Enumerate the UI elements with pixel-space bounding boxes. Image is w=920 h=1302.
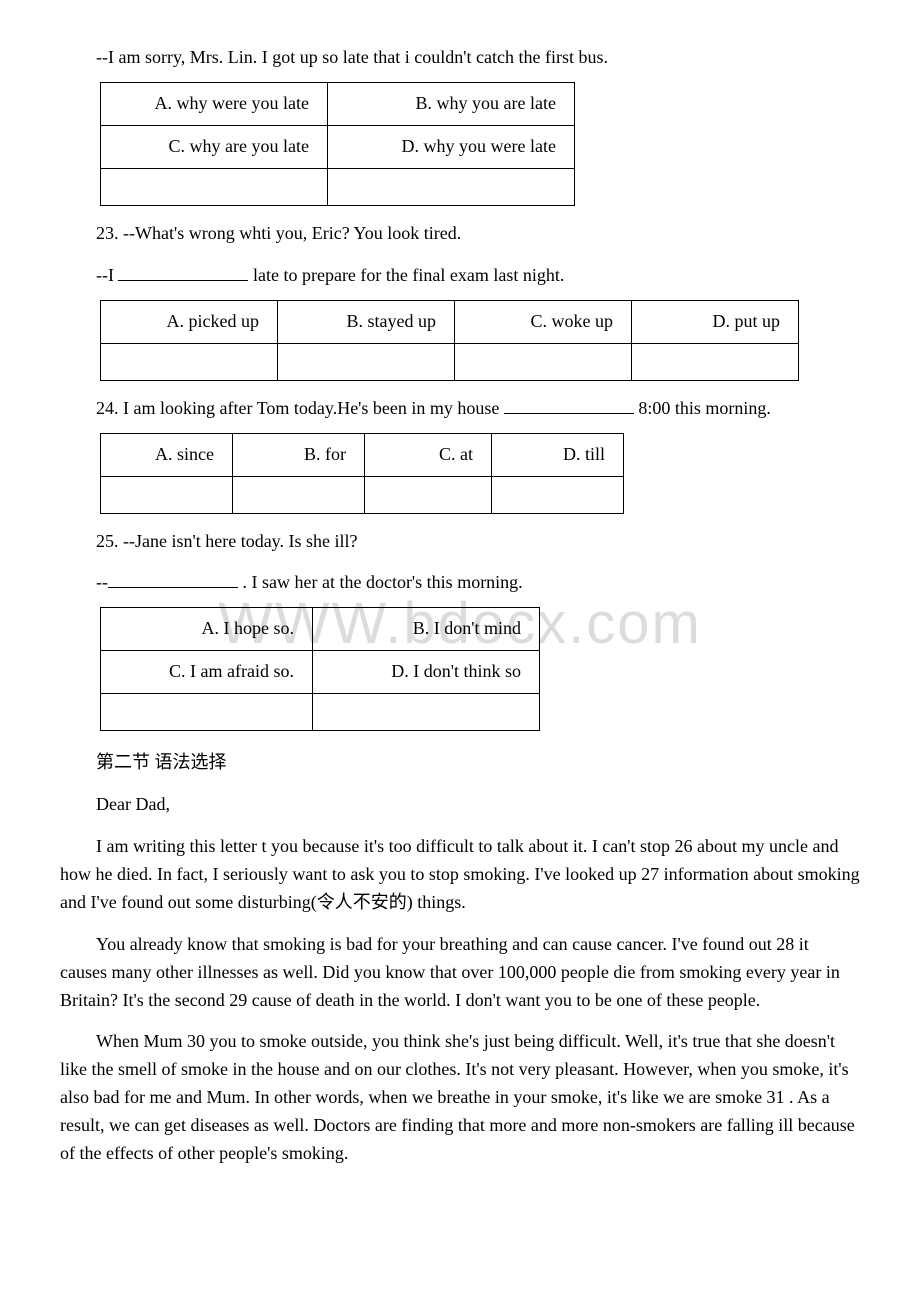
- q25-opt-a: A. I hope so.: [101, 608, 313, 651]
- q24-opt-c: C. at: [365, 433, 492, 476]
- empty-cell: [365, 476, 492, 513]
- table-row: C. why are you late D. why you were late: [101, 125, 575, 168]
- table-row: A. I hope so. B. I don't mind: [101, 608, 540, 651]
- table-row: C. I am afraid so. D. I don't think so: [101, 651, 540, 694]
- q23-line2-a: --I: [96, 265, 118, 285]
- empty-cell: [632, 343, 799, 380]
- q22-opt-d: D. why you were late: [328, 125, 575, 168]
- empty-cell: [278, 343, 455, 380]
- empty-cell: [101, 168, 328, 205]
- q25-opt-b: B. I don't mind: [313, 608, 540, 651]
- q24-line: 24. I am looking after Tom today.He's be…: [60, 395, 860, 423]
- q25-line2-a: --: [96, 572, 108, 592]
- blank-fill: [108, 569, 238, 588]
- q24-options-table: A. since B. for C. at D. till: [100, 433, 624, 514]
- q25-opt-c: C. I am afraid so.: [101, 651, 313, 694]
- q25-line2: -- . I saw her at the doctor's this morn…: [60, 569, 860, 597]
- passage-p1: I am writing this letter t you because i…: [60, 833, 860, 917]
- q23-opt-a: A. picked up: [101, 300, 278, 343]
- q22-opt-b: B. why you are late: [328, 82, 575, 125]
- table-row: [101, 476, 624, 513]
- q23-line2: --I late to prepare for the final exam l…: [60, 262, 860, 290]
- empty-cell: [313, 694, 540, 731]
- section-2-header: 第二节 语法选择: [60, 749, 860, 777]
- passage-p3: When Mum 30 you to smoke outside, you th…: [60, 1028, 860, 1167]
- blank-fill: [118, 262, 248, 281]
- table-row: [101, 343, 799, 380]
- q25-opt-d: D. I don't think so: [313, 651, 540, 694]
- page-content: --I am sorry, Mrs. Lin. I got up so late…: [0, 0, 920, 1218]
- passage-salutation: Dear Dad,: [60, 791, 860, 819]
- q24-opt-a: A. since: [101, 433, 233, 476]
- q25-line2-b: . I saw her at the doctor's this morning…: [238, 572, 523, 592]
- empty-cell: [233, 476, 365, 513]
- empty-cell: [455, 343, 632, 380]
- table-row: A. why were you late B. why you are late: [101, 82, 575, 125]
- q22-options-table: A. why were you late B. why you are late…: [100, 82, 575, 206]
- empty-cell: [101, 694, 313, 731]
- q22-opt-c: C. why are you late: [101, 125, 328, 168]
- q24-opt-b: B. for: [233, 433, 365, 476]
- q23-options-table: A. picked up B. stayed up C. woke up D. …: [100, 300, 799, 381]
- q24-line-a: 24. I am looking after Tom today.He's be…: [60, 398, 504, 418]
- passage-p2: You already know that smoking is bad for…: [60, 931, 860, 1015]
- q22-reply: --I am sorry, Mrs. Lin. I got up so late…: [60, 44, 860, 72]
- table-row: [101, 168, 575, 205]
- blank-fill: [504, 395, 634, 414]
- q23-opt-d: D. put up: [632, 300, 799, 343]
- empty-cell: [492, 476, 624, 513]
- q23-opt-b: B. stayed up: [278, 300, 455, 343]
- q22-opt-a: A. why were you late: [101, 82, 328, 125]
- q25-line1: 25. --Jane isn't here today. Is she ill?: [60, 528, 860, 556]
- q23-opt-c: C. woke up: [455, 300, 632, 343]
- empty-cell: [101, 343, 278, 380]
- q24-line-b: 8:00 this morning.: [634, 398, 771, 418]
- empty-cell: [328, 168, 575, 205]
- table-row: A. since B. for C. at D. till: [101, 433, 624, 476]
- q23-line1: 23. --What's wrong whti you, Eric? You l…: [60, 220, 860, 248]
- q24-opt-d: D. till: [492, 433, 624, 476]
- empty-cell: [101, 476, 233, 513]
- table-row: A. picked up B. stayed up C. woke up D. …: [101, 300, 799, 343]
- q25-options-table: A. I hope so. B. I don't mind C. I am af…: [100, 607, 540, 731]
- table-row: [101, 694, 540, 731]
- q23-line2-b: late to prepare for the final exam last …: [248, 265, 564, 285]
